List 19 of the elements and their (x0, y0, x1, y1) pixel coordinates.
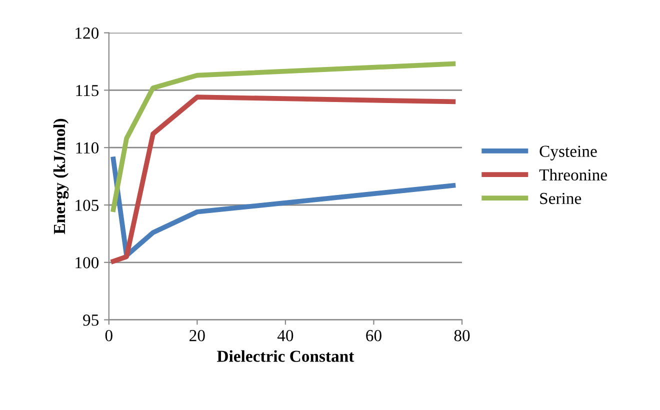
x-tick-label: 40 (277, 330, 294, 342)
x-axis-title: Dielectric Constant (217, 350, 354, 362)
legend-label: Cysteine (540, 146, 597, 160)
x-tick-label: 60 (366, 330, 382, 342)
x-tick-label: 0 (105, 330, 112, 342)
y-tick-label: 105 (76, 200, 99, 211)
x-tick-label: 80 (454, 330, 470, 342)
line-series (110, 94, 456, 264)
y-axis-title: Energy (kJ/mol) (53, 118, 69, 234)
y-tick-label: 100 (76, 257, 99, 268)
x-tick-label: 20 (190, 330, 205, 342)
y-tick-label: 120 (76, 28, 99, 39)
y-tick-label: 115 (76, 84, 99, 96)
line-series (110, 156, 456, 258)
y-tick-label: 110 (76, 142, 99, 154)
legend-label: Threonine (539, 168, 607, 181)
y-tick-label: 95 (83, 314, 99, 326)
line-series (110, 61, 456, 212)
legend-label: Serine (540, 192, 582, 204)
